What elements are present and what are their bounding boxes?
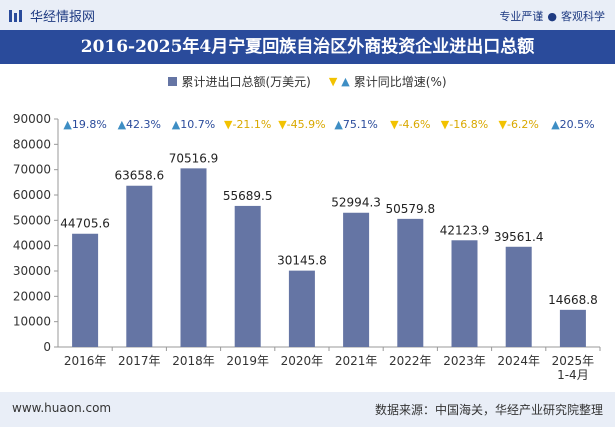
bar-chart: 0 10000 20000 30000 40000 50000 60000 70000 8000… (13, 112, 601, 382)
legend-growth-label: 累计同比增速(%) (353, 74, 447, 89)
x-tick-label: 2025年 (552, 354, 595, 368)
bar (559, 309, 586, 347)
y-tick-label: 40000 (13, 239, 51, 253)
bar (180, 168, 207, 347)
top-bar: 华经情报网 专业严谨 ● 客观科学 (0, 0, 615, 30)
bar (234, 205, 261, 347)
footer-source: 数据来源：中国海关，华经产业研究院整理 (374, 403, 603, 417)
x-tick-label: 1-4月 (557, 368, 589, 382)
bar-value-label: 14668.8 (548, 293, 598, 307)
y-tick-label: 20000 (13, 289, 51, 303)
y-tick-label: 50000 (13, 213, 51, 227)
x-tick-label: 2019年 (226, 354, 269, 368)
tagline-right: 客观科学 (561, 10, 605, 23)
x-tick-label: 2017年 (118, 354, 161, 368)
bar (505, 246, 532, 347)
bar-value-label: 39561.4 (494, 230, 544, 244)
y-tick-label: 60000 (13, 188, 51, 202)
huajing-logo-icon (9, 9, 22, 22)
bar (451, 240, 478, 347)
triangle-down-icon: ▼ (328, 74, 338, 88)
y-tick-label: 10000 (13, 315, 51, 329)
y-tick-label: 80000 (13, 137, 51, 151)
triangle-up-icon: ▲ (341, 74, 350, 88)
growth-label-down: ▼-21.1% (224, 118, 271, 131)
bar (288, 270, 315, 347)
x-tick-label: 2018年 (172, 354, 215, 368)
footer: www.huaon.com 数据来源：中国海关，华经产业研究院整理 (0, 392, 615, 427)
y-tick-label: 0 (43, 340, 51, 354)
x-tick-label: 2016年 (64, 354, 107, 368)
growth-label-up: ▲20.5% (551, 118, 594, 131)
bar-value-label: 50579.8 (385, 202, 435, 216)
bar-value-label: 63658.6 (114, 169, 164, 183)
y-tick-label: 30000 (13, 264, 51, 278)
bar-value-label: 42123.9 (440, 223, 490, 237)
growth-label-up: ▲10.7% (172, 118, 215, 131)
x-tick-label: 2023年 (443, 354, 486, 368)
growth-label-up: ▲42.3% (118, 118, 161, 131)
x-tick-label: 2024年 (497, 354, 540, 368)
footer-url[interactable]: www.huaon.com (12, 401, 112, 415)
bar-value-label: 55689.5 (223, 189, 273, 203)
y-tick-label: 90000 (13, 112, 51, 126)
bar-value-label: 44705.6 (60, 217, 110, 231)
bar (397, 218, 424, 347)
growth-label-down: ▼-45.9% (278, 118, 325, 131)
growth-label-down: ▼-6.2% (499, 118, 539, 131)
growth-label-down: ▼-16.8% (441, 118, 488, 131)
legend-bar-swatch (168, 76, 178, 86)
tagline-separator: ● (547, 10, 557, 23)
site-name: 华经情报网 (30, 10, 96, 25)
legend-growth-item: ▼ ▲ 累计同比增速(%) (329, 73, 447, 90)
bar (72, 233, 99, 347)
brand[interactable]: 华经情报网 (8, 6, 95, 25)
growth-label-up: ▲75.1% (334, 118, 377, 131)
bar-value-label: 52994.3 (331, 196, 381, 210)
x-tick-label: 2021年 (335, 354, 378, 368)
bar (343, 212, 370, 347)
x-tick-label: 2020年 (281, 354, 324, 368)
growth-label-down: ▼-4.6% (390, 118, 430, 131)
chart-title: 2016-2025年4月宁夏回族自治区外商投资企业进出口总额 (0, 30, 615, 64)
y-tick-label: 70000 (13, 163, 51, 177)
tagline-left: 专业严谨 (499, 10, 544, 23)
growth-label-up: ▲19.8% (63, 118, 106, 131)
legend-bar-label: 累计进出口总额(万美元) (181, 74, 311, 89)
tagline: 专业严谨 ● 客观科学 (499, 8, 605, 24)
x-tick-label: 2022年 (389, 354, 432, 368)
legend-bar-item: 累计进出口总额(万美元) (168, 73, 311, 90)
bar-value-label: 70516.9 (169, 151, 219, 165)
chart-legend: 累计进出口总额(万美元) ▼ ▲ 累计同比增速(%) (0, 70, 615, 92)
bar-value-label: 30145.8 (277, 254, 327, 268)
bar (126, 185, 153, 347)
